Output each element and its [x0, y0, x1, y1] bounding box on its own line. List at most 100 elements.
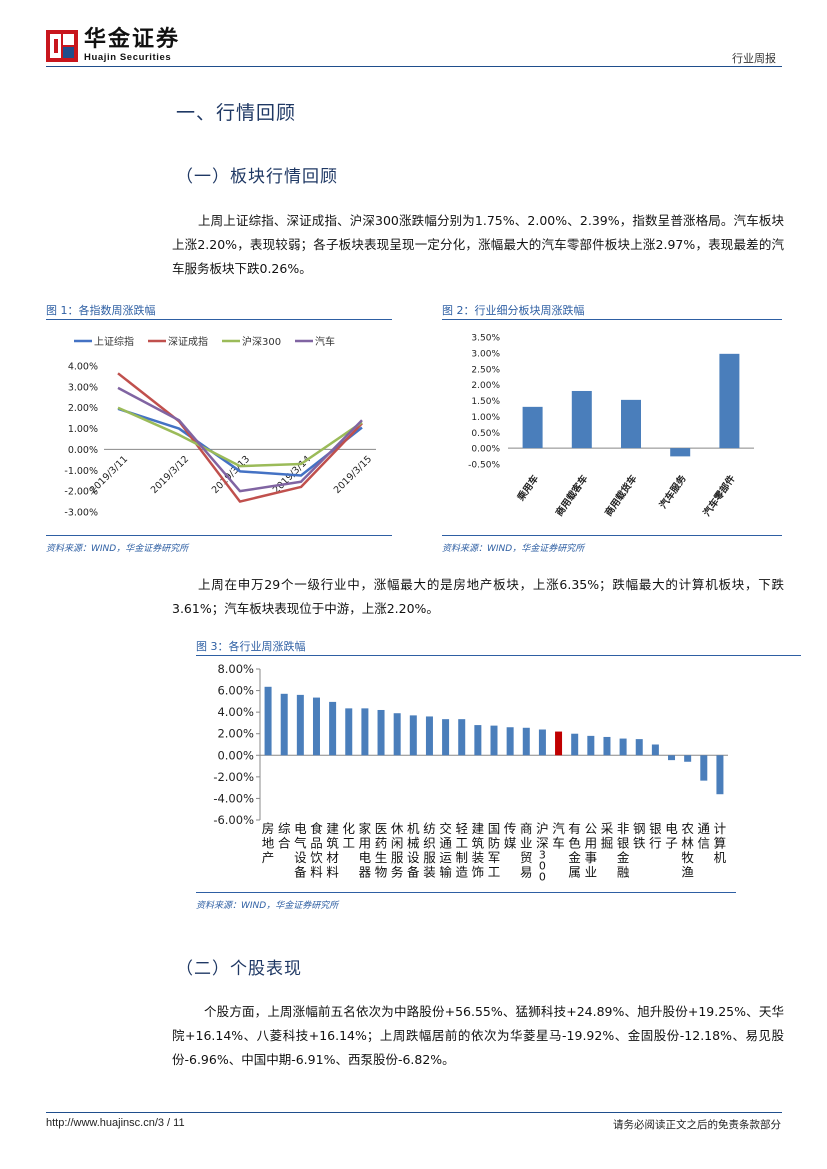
bar-25	[668, 755, 676, 761]
figure3-source: 资料来源：WIND，华金证券研究所	[196, 901, 339, 911]
bar-21	[603, 736, 611, 756]
bar-3	[312, 697, 320, 756]
category-label-9: 机械设备	[407, 821, 420, 880]
series-line-3	[117, 386, 363, 493]
bar-26	[684, 755, 692, 762]
y-tick-label: 2.00%	[217, 727, 254, 741]
bar-4	[719, 353, 740, 449]
bar-14	[490, 725, 498, 756]
bar-7	[377, 709, 385, 756]
y-tick-label: -1.00%	[64, 466, 98, 477]
bar-11	[442, 719, 450, 756]
bar-15	[506, 727, 514, 756]
legend-label-0: 上证综指	[94, 335, 134, 348]
subsector-weekly-change-chart: 3.50% 3.00% 2.50% 2.00% 1.50% 1.00% 0.50% 0.00%…	[468, 334, 754, 519]
category-label-1: 商用载客车	[553, 472, 590, 518]
bar-4	[329, 701, 337, 756]
bar-28	[716, 755, 724, 795]
bar-12	[458, 719, 466, 756]
category-label-24: 银行	[649, 821, 662, 851]
category-label-26: 农林牧渔	[681, 821, 694, 880]
bar-0	[264, 686, 272, 756]
category-label-16: 商业贸易	[520, 821, 533, 880]
category-label-4: 汽车零部件	[701, 472, 738, 518]
category-label-10: 纺织服装	[423, 821, 436, 880]
footer-url-page: http://www.huajinsc.cn/3 / 11	[46, 1117, 185, 1129]
figure3-bottom-rule	[196, 892, 736, 893]
legend-label-3: 汽车	[315, 335, 335, 348]
bar-9	[409, 715, 417, 756]
category-label-6: 家用电器	[359, 821, 372, 880]
y-tick-label: 3.00%	[471, 349, 500, 359]
y-tick-label: 1.00%	[68, 424, 98, 435]
y-tick-label: -4.00%	[213, 791, 254, 805]
category-label-14: 国防军工	[488, 821, 501, 880]
logo-english-name: Huajin Securities	[84, 52, 172, 63]
category-label-22: 非银金融	[617, 821, 630, 880]
category-label-21: 采掘	[601, 821, 614, 851]
y-tick-label: 2.00%	[68, 403, 98, 414]
category-label-28: 计算机	[714, 821, 727, 865]
bar-0	[522, 406, 543, 449]
category-label-23: 钢铁	[633, 821, 646, 851]
bar-20	[587, 735, 595, 756]
y-tick-label: 4.00%	[68, 362, 98, 373]
y-tick-label: -2.00%	[64, 487, 98, 498]
x-tick-label: 2019/3/12	[149, 454, 191, 496]
bar-16	[522, 727, 530, 756]
figure3-top-rule	[196, 655, 801, 656]
paragraph-sector-review: 上周上证综指、深证成指、沪深300涨跌幅分别为1.75%、2.00%、2.39%…	[172, 213, 784, 276]
category-label-2: 电气设备	[294, 821, 307, 880]
y-tick-label: 3.50%	[471, 334, 500, 344]
y-tick-label: 0.50%	[471, 429, 500, 439]
legend-label-2: 沪深300	[242, 335, 281, 348]
y-tick-label: 4.00%	[217, 705, 254, 719]
paragraph-stock-review: 个股方面，上周涨幅前五名依次为中路股份+56.55%、猛狮科技+24.89%、旭…	[172, 1004, 784, 1067]
category-label-1: 综合	[278, 821, 291, 851]
bar-8	[393, 713, 401, 756]
subsection-title-stocks: （二）个股表现	[176, 959, 302, 979]
y-tick-label: 8.00%	[217, 662, 254, 676]
y-tick-label: 1.00%	[471, 413, 500, 423]
category-label-3: 汽车服务	[657, 472, 689, 510]
category-label-25: 电子	[665, 821, 678, 851]
category-label-3: 食品饮料	[310, 821, 323, 880]
y-tick-label: 0.00%	[471, 445, 500, 455]
bar-24	[651, 744, 659, 756]
huajin-logo-icon	[46, 29, 78, 62]
footer-divider	[46, 1112, 782, 1113]
x-tick-label: 2019/3/15	[332, 454, 374, 496]
category-label-0: 房地产	[262, 821, 275, 865]
header-divider	[46, 66, 782, 67]
bar-13	[474, 725, 482, 756]
y-tick-label: 0.00%	[217, 748, 254, 762]
bar-1	[571, 390, 592, 449]
subsection-title-sector: （一）板块行情回顾	[176, 167, 338, 187]
category-label-15: 传媒	[504, 821, 517, 851]
page-header: 华金证券 Huajin Securities 行业周报	[46, 28, 782, 68]
y-tick-label: -2.00%	[213, 770, 254, 784]
category-label-4: 建筑材料	[326, 821, 339, 880]
bar-17	[538, 729, 546, 756]
figure1-title: 图 1：各指数周涨跌幅	[46, 304, 156, 317]
category-label-0: 乘用车	[514, 472, 541, 503]
figure2-title: 图 2：行业细分板块周涨跌幅	[442, 304, 585, 317]
y-tick-label: 0.00%	[68, 445, 98, 456]
y-tick-label: -0.50%	[468, 461, 500, 471]
company-logo: 华金证券 Huajin Securities	[46, 28, 180, 63]
series-line-2	[117, 406, 363, 468]
y-tick-label: 2.00%	[471, 381, 500, 391]
category-label-27: 通信	[698, 821, 711, 851]
category-label-19: 有色金属	[568, 821, 581, 880]
bar-10	[425, 716, 433, 756]
figure1-source: 资料来源：WIND，华金证券研究所	[46, 544, 189, 554]
industry-weekly-change-chart: 8.00% 6.00% 4.00% 2.00% 0.00% -2.00% -4.00% -6.…	[213, 662, 728, 884]
category-label-11: 交通运输	[439, 821, 452, 880]
figure2-bottom-rule	[442, 535, 782, 536]
bar-27	[700, 755, 708, 781]
category-label-17: 沪深 3 0 0	[536, 821, 549, 884]
category-label-2: 商用载货车	[602, 472, 639, 518]
figure1-bottom-rule	[46, 535, 392, 536]
bar-5	[345, 708, 353, 756]
section-title: 一、行情回顾	[176, 102, 297, 124]
